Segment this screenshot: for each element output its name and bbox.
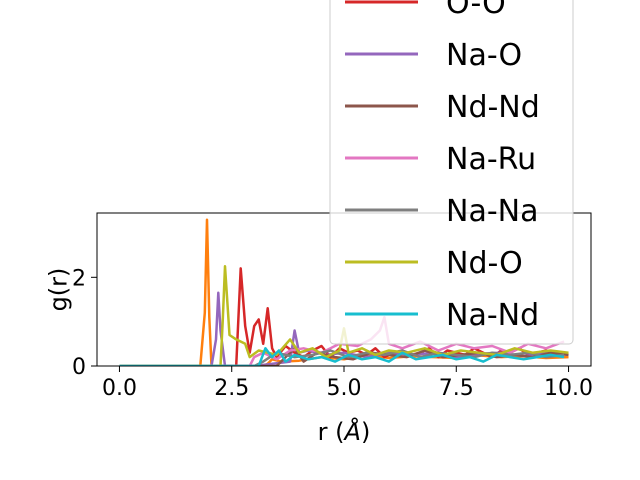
x-tick-label: 10.0 [544, 376, 593, 401]
legend-label-na-ru: Na-Ru [446, 142, 536, 177]
x-tick-label: 0.0 [102, 376, 137, 401]
y-tick-label: 0 [72, 355, 86, 380]
y-tick-label: 2 [72, 266, 86, 291]
legend-label-nd-o: Nd-O [446, 246, 523, 281]
legend-label-na-o: Na-O [446, 38, 522, 73]
y-axis-label: g(r) [44, 268, 72, 312]
legend-label-o-o: O-O [446, 0, 506, 21]
legend-label-na-nd: Na-Nd [446, 298, 539, 333]
legend: O-O Na-O Nd-Nd Na-Ru Na-Na Nd-O Na-Nd [329, 0, 574, 345]
x-tick-label: 5.0 [327, 376, 362, 401]
legend-box [329, 0, 574, 345]
legend-label-nd-nd: Nd-Nd [446, 90, 540, 125]
x-tick-label: 7.5 [439, 376, 474, 401]
x-axis-label: r (Å) [318, 417, 371, 446]
x-tick-label: 2.5 [214, 376, 249, 401]
legend-items: O-O Na-O Nd-Nd Na-Ru Na-Na Nd-O Na-Nd [345, 0, 540, 333]
legend-label-na-na: Na-Na [446, 194, 538, 229]
series-line-na-nd [119, 347, 565, 366]
axis-ticks: 0.0 2.5 5.0 7.5 10.0 0 2 [72, 266, 593, 401]
